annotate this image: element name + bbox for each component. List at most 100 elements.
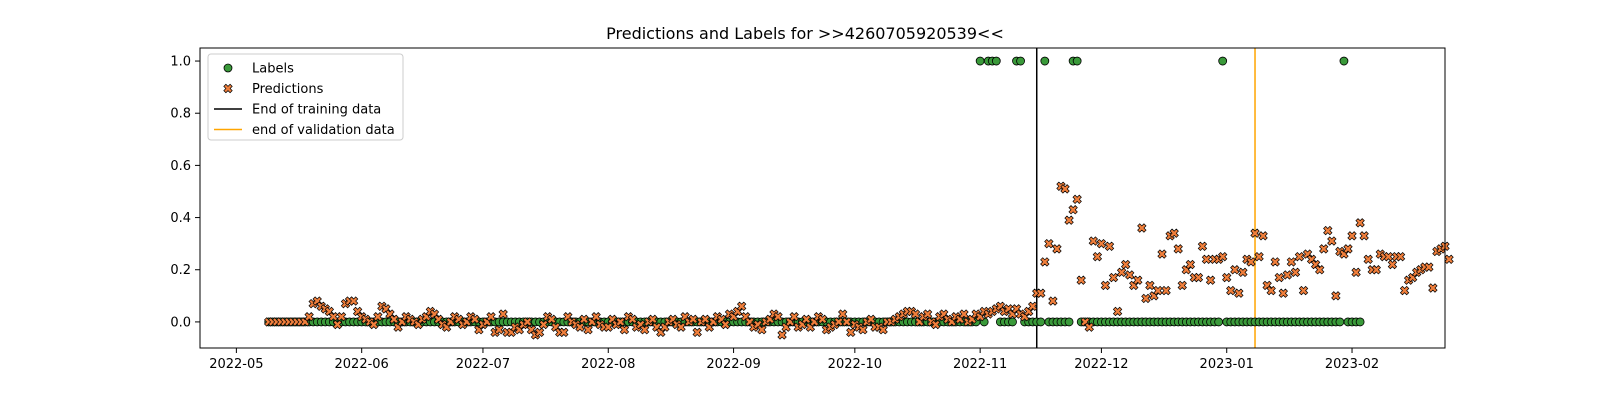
prediction-point bbox=[486, 312, 496, 322]
prediction-point bbox=[930, 319, 941, 330]
prediction-point bbox=[304, 312, 314, 322]
prediction-point bbox=[1193, 272, 1204, 283]
prediction-point bbox=[1399, 285, 1410, 296]
prediction-point bbox=[1290, 267, 1301, 278]
y-tick-label: 1.0 bbox=[170, 55, 191, 70]
prediction-point bbox=[1278, 288, 1289, 298]
chart-title: Predictions and Labels for >>42607059205… bbox=[606, 24, 1004, 43]
prediction-point bbox=[1230, 265, 1240, 275]
prediction-point bbox=[1298, 285, 1309, 296]
vertical-lines bbox=[1035, 48, 1256, 348]
prediction-point bbox=[1363, 254, 1373, 264]
prediction-point bbox=[538, 319, 549, 330]
prediction-point bbox=[369, 319, 379, 330]
prediction-point bbox=[1217, 252, 1228, 262]
x-tick-label: 2022-05 bbox=[209, 357, 263, 372]
prediction-point bbox=[579, 314, 589, 324]
prediction-point bbox=[1395, 252, 1406, 262]
prediction-point bbox=[559, 327, 569, 338]
prediction-point bbox=[846, 327, 856, 338]
x-tick-label: 2023-01 bbox=[1200, 357, 1254, 372]
legend-labels-marker bbox=[223, 63, 233, 73]
prediction-point bbox=[1314, 265, 1325, 275]
label-point bbox=[1214, 317, 1224, 327]
prediction-point bbox=[688, 314, 698, 324]
prediction-point bbox=[1177, 280, 1187, 291]
prediction-point bbox=[1258, 231, 1268, 241]
prediction-point bbox=[1185, 259, 1196, 270]
label-point bbox=[1036, 317, 1046, 327]
prediction-point bbox=[1274, 272, 1284, 283]
legend-box bbox=[207, 53, 404, 141]
prediction-point bbox=[1108, 272, 1119, 283]
prediction-point bbox=[838, 309, 848, 319]
label-point bbox=[1339, 56, 1349, 66]
y-tick-label: 0.4 bbox=[170, 211, 191, 226]
prediction-point bbox=[1387, 259, 1398, 270]
prediction-point bbox=[1157, 249, 1167, 259]
axes: 2022-05 2022-06 2022-07 2022-08 2022-09 2022-… bbox=[170, 47, 1446, 372]
prediction-point bbox=[1371, 265, 1381, 275]
plot-frame bbox=[199, 47, 1446, 349]
prediction-point bbox=[498, 309, 508, 319]
prediction-point bbox=[878, 325, 888, 335]
prediction-point bbox=[959, 309, 969, 319]
prediction-point bbox=[648, 314, 658, 324]
prediction-point bbox=[1238, 267, 1248, 278]
label-point bbox=[991, 56, 1001, 66]
prediction-point bbox=[789, 312, 799, 322]
label-point bbox=[1008, 317, 1017, 327]
prediction-point bbox=[373, 312, 383, 322]
prediction-point bbox=[1266, 285, 1276, 296]
prediction-point bbox=[534, 327, 545, 338]
prediction-point bbox=[1351, 267, 1361, 278]
prediction-point bbox=[1100, 280, 1111, 291]
y-tick-label: 0.8 bbox=[170, 107, 191, 122]
prediction-point bbox=[1254, 252, 1264, 262]
prediction-point bbox=[1064, 215, 1074, 225]
prediction-point bbox=[1040, 257, 1050, 267]
prediction-point bbox=[757, 325, 767, 335]
label-point bbox=[1355, 317, 1365, 327]
prediction-point bbox=[801, 314, 812, 324]
prediction-point bbox=[1444, 254, 1454, 264]
prediction-point bbox=[1428, 283, 1438, 293]
prediction-point bbox=[1294, 252, 1305, 262]
prediction-point bbox=[1036, 288, 1046, 298]
prediction-point bbox=[1197, 241, 1208, 251]
x-tick-label: 2022-09 bbox=[706, 357, 760, 372]
prediction-point bbox=[1323, 225, 1333, 236]
prediction-point bbox=[494, 325, 504, 335]
prediction-point bbox=[336, 312, 347, 322]
prediction-point bbox=[1044, 238, 1054, 249]
label-point bbox=[1072, 56, 1082, 66]
x-tick-label: 2023-02 bbox=[1325, 357, 1379, 372]
prediction-point bbox=[1125, 270, 1135, 280]
prediction-point bbox=[1286, 257, 1297, 267]
prediction-point bbox=[1161, 285, 1171, 296]
prediction-point bbox=[922, 309, 933, 319]
prediction-point bbox=[1343, 244, 1353, 254]
prediction-point bbox=[866, 314, 876, 324]
labels-series bbox=[264, 56, 1365, 327]
prediction-point bbox=[736, 301, 747, 311]
prediction-point bbox=[1205, 275, 1216, 285]
label-point bbox=[975, 56, 985, 66]
prediction-point bbox=[639, 325, 650, 335]
x-tick-label: 2022-07 bbox=[456, 357, 510, 372]
prediction-point bbox=[1246, 257, 1256, 267]
legend: Labels Predictions End of training data end… bbox=[207, 53, 404, 141]
prediction-point bbox=[1116, 267, 1127, 278]
prediction-point bbox=[1270, 257, 1280, 267]
prediction-point bbox=[1327, 236, 1337, 246]
prediction-point bbox=[676, 322, 686, 332]
x-tick-label: 2022-08 bbox=[581, 357, 635, 372]
prediction-point bbox=[720, 319, 731, 330]
prediction-point bbox=[546, 314, 557, 324]
predictions-series bbox=[264, 181, 1454, 340]
prediction-point bbox=[1084, 322, 1094, 332]
x-tick-label: 2022-06 bbox=[335, 357, 389, 372]
prediction-point bbox=[332, 319, 343, 330]
prediction-point bbox=[615, 317, 626, 327]
